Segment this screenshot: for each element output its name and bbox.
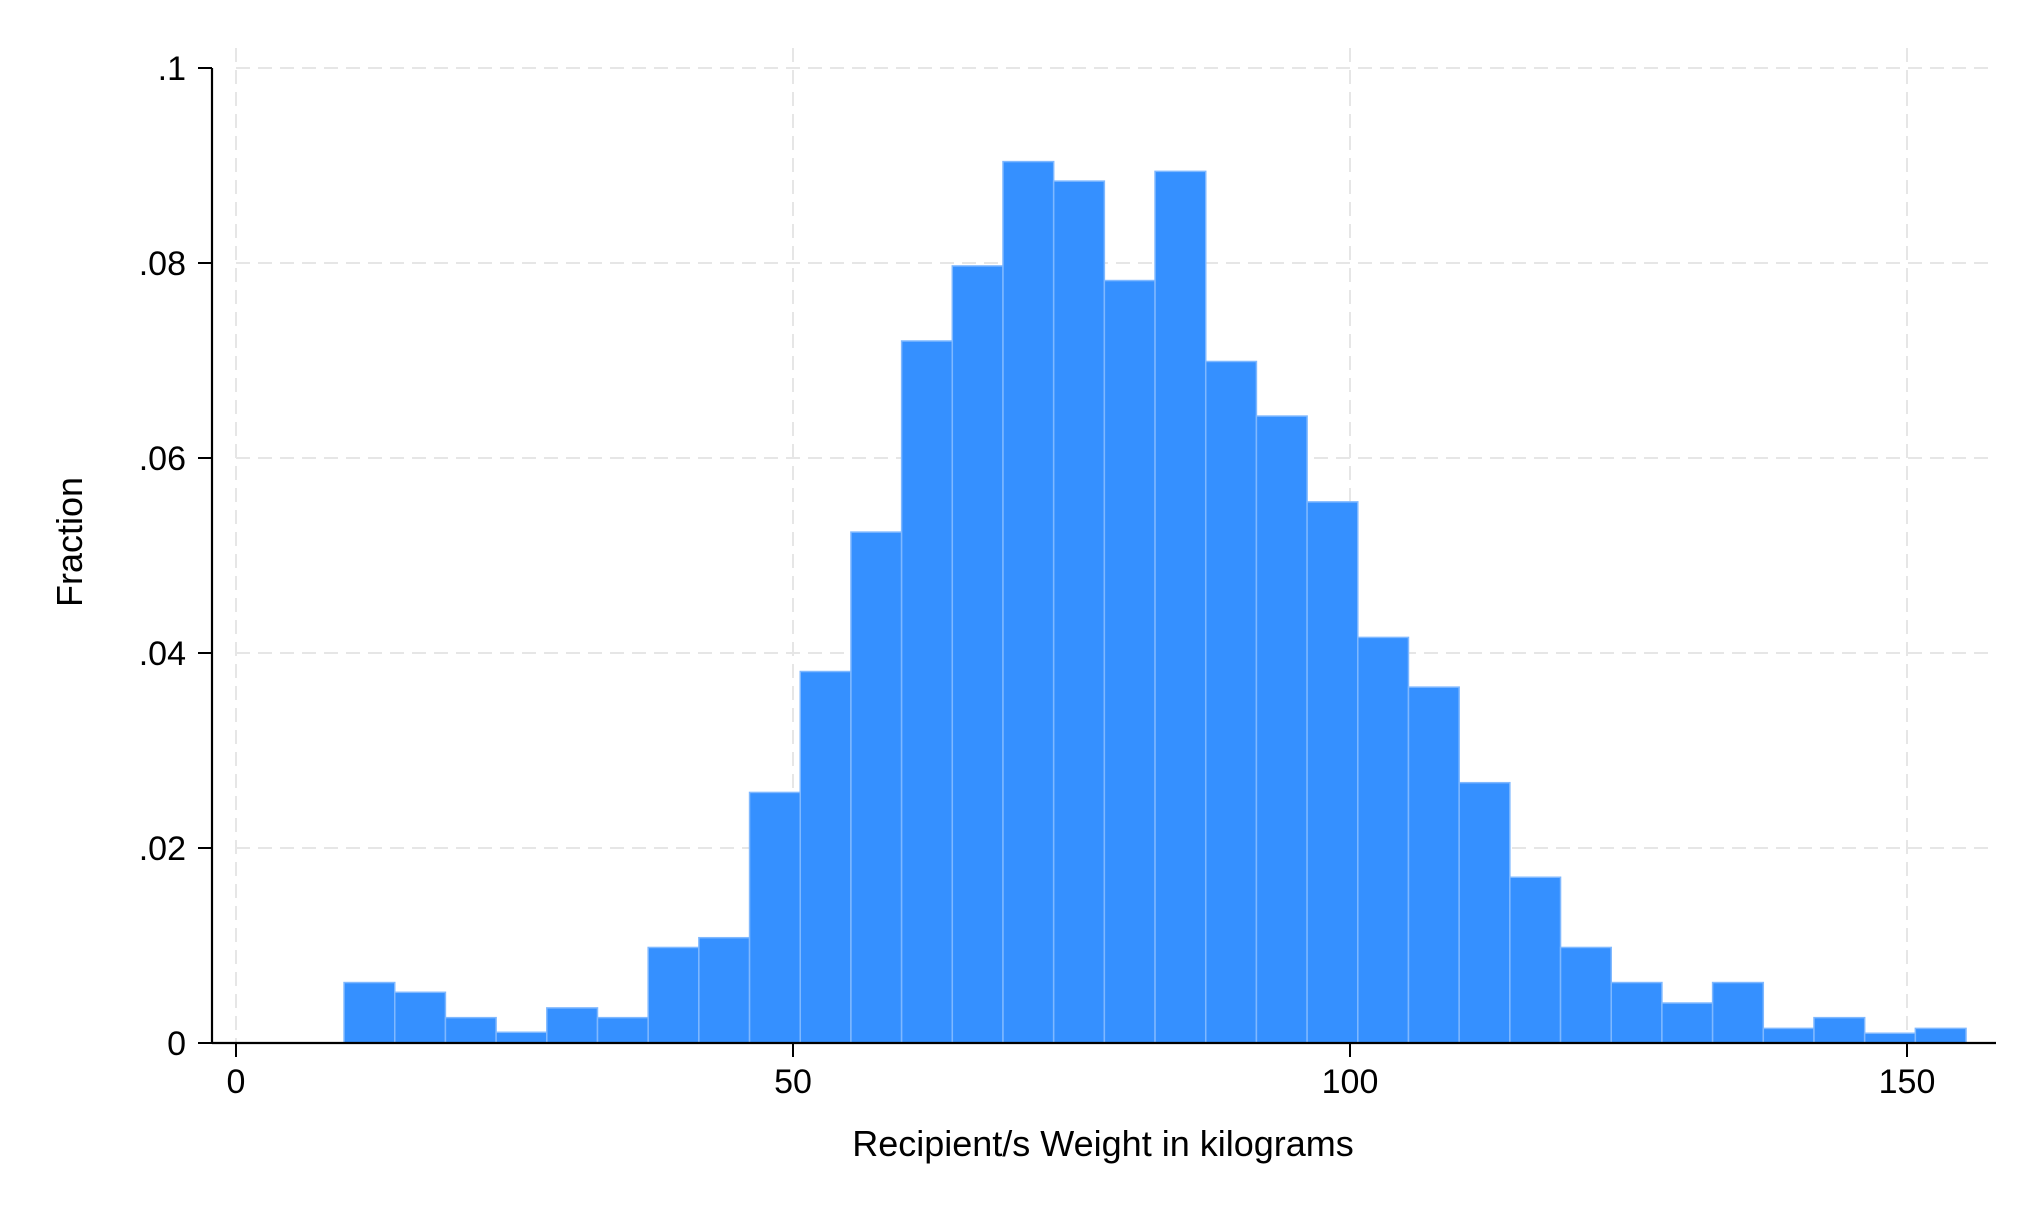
y-tick-label: .06 <box>139 440 186 478</box>
x-axis-title: Recipient/s Weight in kilograms <box>852 1123 1354 1164</box>
histogram-bar <box>1255 415 1308 1044</box>
y-tick-label: .08 <box>139 245 186 283</box>
histogram-bar <box>1559 946 1612 1044</box>
x-tick-label: 50 <box>774 1063 812 1101</box>
histogram-bar <box>799 670 852 1044</box>
histogram-bar <box>900 340 954 1044</box>
y-tick-label: .02 <box>139 830 186 868</box>
x-tick-label: 0 <box>227 1063 246 1101</box>
histogram-bar <box>1154 170 1207 1044</box>
histogram-bar <box>1103 279 1156 1044</box>
histogram-bar <box>1052 180 1106 1044</box>
y-tick-label: .1 <box>158 50 186 88</box>
histogram-bar <box>1357 636 1410 1044</box>
histogram-bar <box>647 946 700 1044</box>
histogram-bar <box>1914 1027 1967 1044</box>
histogram-bar <box>1813 1016 1866 1044</box>
x-axis-ticks: 0 50 100 150 <box>227 1043 1936 1101</box>
histogram-bar <box>1762 1027 1815 1044</box>
x-tick-label: 100 <box>1322 1063 1379 1101</box>
histogram-bar <box>1407 686 1460 1044</box>
histogram-bar <box>951 265 1004 1044</box>
histogram-bar <box>1458 781 1511 1044</box>
y-axis-ticks: 0 .02 .04 .06 .08 .1 <box>139 50 212 1063</box>
histogram-bars <box>343 160 1967 1044</box>
histogram-bar <box>1711 981 1765 1044</box>
histogram-bar <box>850 531 903 1044</box>
histogram-bar <box>546 1007 599 1044</box>
histogram-bar <box>393 991 447 1044</box>
histogram-bar <box>1863 1032 1917 1044</box>
histogram-bar <box>1306 501 1359 1044</box>
histogram-bar <box>495 1031 548 1044</box>
histogram-bar <box>1204 360 1258 1044</box>
x-tick-label: 150 <box>1879 1063 1936 1101</box>
histogram-bar <box>1661 1002 1714 1044</box>
histogram-bar <box>596 1016 649 1044</box>
histogram-bar <box>444 1016 497 1044</box>
axes <box>210 68 1996 1045</box>
y-tick-label: 0 <box>167 1025 186 1063</box>
histogram-bar <box>1509 876 1562 1044</box>
histogram-bar <box>1002 160 1055 1044</box>
histogram-bar <box>698 936 751 1044</box>
histogram-bar <box>748 791 801 1044</box>
histogram-bar <box>1610 981 1663 1044</box>
y-tick-label: .04 <box>139 635 186 673</box>
histogram-bar <box>343 981 396 1044</box>
y-axis-title: Fraction <box>49 477 90 607</box>
